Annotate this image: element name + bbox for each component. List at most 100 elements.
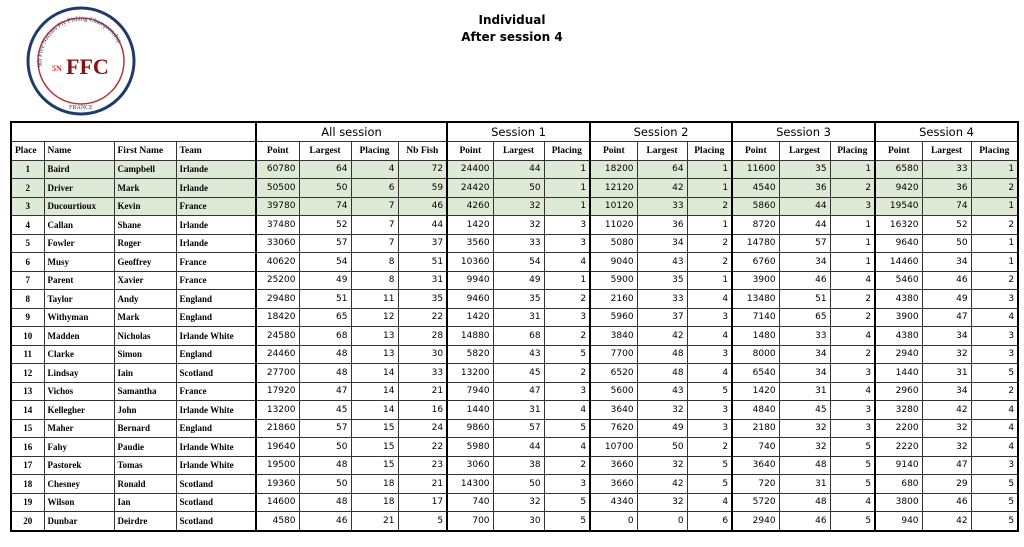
cell: 5 [970, 474, 1019, 494]
cell: 10120 [589, 196, 638, 216]
cell: Simon [113, 344, 177, 364]
cell: 5 [543, 418, 591, 438]
cell: 740 [731, 437, 780, 457]
cell: 18 [350, 474, 399, 494]
column-header: Nb Fish [397, 141, 448, 161]
cell: 3900 [731, 270, 780, 290]
cell: 46 [778, 511, 831, 531]
cell: 1 [970, 233, 1019, 253]
cell: 34 [778, 363, 831, 383]
cell: 13 [10, 381, 45, 401]
cell: 45 [778, 400, 831, 420]
cell: 3 [686, 400, 733, 420]
column-header: Placing [543, 141, 591, 161]
table-row: 9 Withyman Mark England 18420 65 12 22 1420 31 3 59… [10, 307, 1019, 327]
cell: Pastorek [43, 455, 115, 475]
cell: 7 [350, 196, 399, 216]
cell: Irlande [175, 178, 257, 198]
cell: 1 [829, 233, 876, 253]
cell: 720 [731, 474, 780, 494]
cell: 2 [543, 363, 591, 383]
table-row: 16 Fahy Paudie Irlande White 19640 50 15 22 5980… [10, 437, 1019, 457]
cell: 32 [921, 437, 972, 457]
cell: 5600 [589, 381, 638, 401]
table-row: 15 Maher Bernard England 21860 57 15 24 9860 57 5 7… [10, 418, 1019, 438]
cell: 34 [921, 381, 972, 401]
cell: 0 [636, 511, 688, 531]
logo-initials: FFC [66, 54, 109, 79]
cell: John [113, 400, 177, 420]
cell: 32 [492, 196, 545, 216]
cell: 32 [778, 418, 831, 438]
column-header: Placing [829, 141, 876, 161]
cell: 33 [778, 326, 831, 346]
cell: 18 [350, 492, 399, 512]
cell: 19500 [255, 455, 300, 475]
cell: 64 [636, 159, 688, 179]
cell: 32 [636, 492, 688, 512]
cell: 38 [492, 455, 545, 475]
cell: 3 [970, 326, 1019, 346]
cell: 54 [492, 252, 545, 272]
cell: 9640 [874, 233, 923, 253]
cell: 49 [298, 270, 352, 290]
cell: 24 [397, 418, 448, 438]
cell: 3 [829, 418, 876, 438]
cell: 48 [298, 455, 352, 475]
cell: Scotland [175, 363, 257, 383]
cell: 7140 [731, 307, 780, 327]
cell: Ian [113, 492, 177, 512]
cell: Mark [113, 178, 177, 198]
cell: 43 [636, 252, 688, 272]
cell: 31 [778, 381, 831, 401]
cell: Kevin [113, 196, 177, 216]
cell: 3 [543, 233, 591, 253]
cell: 680 [874, 474, 923, 494]
column-header: Team [175, 141, 257, 161]
cell: Madden [43, 326, 115, 346]
cell: 12 [350, 307, 399, 327]
cell: 9420 [874, 178, 923, 198]
cell: 8 [350, 270, 399, 290]
cell: 6 [10, 252, 45, 272]
cell: 5 [829, 511, 876, 531]
table-row: 14 Kellegher John Irlande White 13200 45 14 16 1… [10, 400, 1019, 420]
cell: 4580 [255, 511, 300, 531]
cell: 44 [397, 215, 448, 235]
cell: 1420 [446, 307, 494, 327]
cell: 32 [492, 492, 545, 512]
cell: 21 [397, 474, 448, 494]
cell: 2 [543, 455, 591, 475]
cell: 6760 [731, 252, 780, 272]
cell: 49 [921, 289, 972, 309]
cell: 4 [686, 363, 733, 383]
cell: 42 [636, 178, 688, 198]
cell: 14600 [255, 492, 300, 512]
cell: Shane [113, 215, 177, 235]
cell: 4 [686, 326, 733, 346]
header-row: Place Name First Name Team Point Largest Placi… [10, 141, 1019, 161]
group-header: Session 3 [731, 121, 876, 142]
cell: France [175, 381, 257, 401]
cell: 3280 [874, 400, 923, 420]
cell: 34 [778, 252, 831, 272]
cell: 14 [350, 400, 399, 420]
cell: 36 [921, 178, 972, 198]
cell: 2940 [731, 511, 780, 531]
cell: 6 [350, 178, 399, 198]
cell: 31 [492, 307, 545, 327]
cell: 13200 [446, 363, 494, 383]
cell: 30 [492, 511, 545, 531]
cell: 3640 [731, 455, 780, 475]
cell: 21 [350, 511, 399, 531]
cell: 51 [298, 289, 352, 309]
cell: 3 [10, 196, 45, 216]
cell: Taylor [43, 289, 115, 309]
cell: 2220 [874, 437, 923, 457]
cell: 19 [10, 492, 45, 512]
cell: 4 [350, 159, 399, 179]
column-header: Point [589, 141, 638, 161]
cell: 27700 [255, 363, 300, 383]
cell: 68 [492, 326, 545, 346]
